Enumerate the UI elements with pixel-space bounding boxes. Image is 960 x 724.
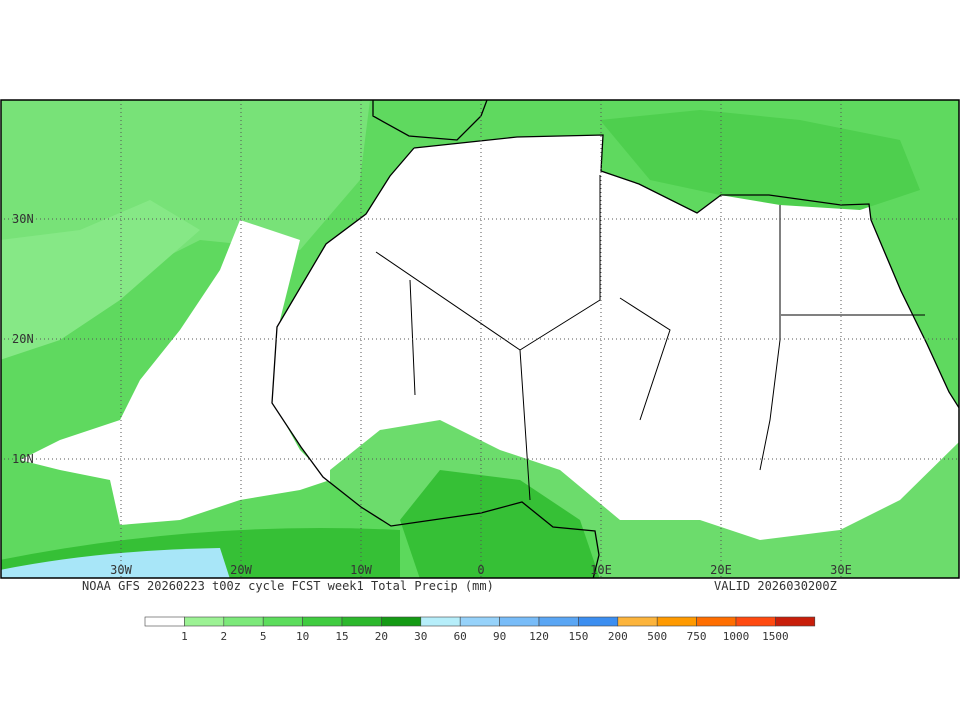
colorbar-label: 1000: [723, 630, 750, 643]
colorbar-swatch: [656, 616, 697, 627]
colorbar-label: 120: [529, 630, 549, 643]
colorbar-label: 30: [414, 630, 427, 643]
map-frame: [0, 99, 960, 579]
colorbar-swatch: [381, 616, 422, 627]
lat-label: 30N: [12, 212, 34, 226]
lon-label: 30W: [110, 563, 132, 577]
colorbar-label: 750: [687, 630, 707, 643]
lon-label: 10W: [350, 563, 372, 577]
lon-label: 20W: [230, 563, 252, 577]
colorbar-swatch: [775, 616, 816, 627]
colorbar-swatch: [262, 616, 303, 627]
precip-field: [400, 470, 600, 578]
colorbar-swatch: [459, 616, 500, 627]
map-labels: 30N 20N 10N 30W 20W 10W 0 10E 20E 30E: [12, 212, 852, 577]
lat-label: 20N: [12, 332, 34, 346]
caption-title: NOAA GFS 20260223 t00z cycle FCST week1 …: [82, 579, 494, 593]
dry-area: [20, 220, 330, 525]
colorbar-label: 10: [296, 630, 309, 643]
precip-field: [1, 200, 200, 360]
colorbar-swatch: [538, 616, 579, 627]
lon-label: 20E: [710, 563, 732, 577]
colorbar-swatch: [578, 616, 619, 627]
precip-field: [600, 110, 920, 210]
graticule: [1, 100, 959, 578]
colorbar-swatch: [499, 616, 540, 627]
colorbar-swatch: [420, 616, 461, 627]
colorbar-label: 1500: [762, 630, 789, 643]
lon-label: 0: [477, 563, 484, 577]
colorbar-label: 500: [647, 630, 667, 643]
colorbar-swatch: [144, 616, 185, 627]
colorbar-label: 20: [375, 630, 388, 643]
colorbar-swatch: [735, 616, 776, 627]
lon-label: 30E: [830, 563, 852, 577]
colorbar-label: 1: [181, 630, 188, 643]
border: [375, 175, 925, 501]
colorbar-swatch: [617, 616, 658, 627]
colorbar-swatch: [341, 616, 382, 627]
lon-label: 10E: [590, 563, 612, 577]
colorbar-swatch: [302, 616, 343, 627]
colorbar-label: 200: [608, 630, 628, 643]
colorbar-swatch: [184, 616, 225, 627]
colorbar-label: 2: [220, 630, 227, 643]
colorbar-label: 150: [568, 630, 588, 643]
colorbar: 1 2 5 10 15 20 30 60 90 120 150 200 500 750 1000 1500: [144, 616, 816, 643]
colorbar-label: 15: [335, 630, 348, 643]
lat-label: 10N: [12, 452, 34, 466]
colorbar-swatch: [223, 616, 264, 627]
precip-field: [1, 548, 230, 578]
map-area: [1, 100, 959, 578]
caption-valid: VALID 2026030200Z: [714, 579, 837, 593]
colorbar-label: 90: [493, 630, 506, 643]
colorbar-label: 5: [260, 630, 267, 643]
colorbar-label: 60: [454, 630, 467, 643]
colorbar-swatch: [696, 616, 737, 627]
coastline: [271, 100, 959, 578]
